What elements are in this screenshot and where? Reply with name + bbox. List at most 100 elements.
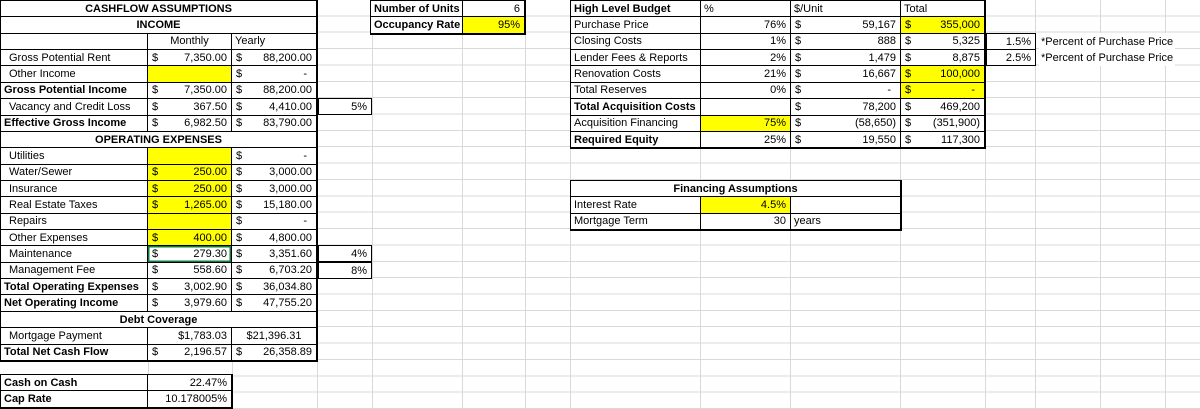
number-of-units-input-cell[interactable]: 6 (463, 1, 525, 18)
amount: 88,200.00 (263, 51, 312, 64)
renovation-costs-label: Renovation Costs (571, 66, 701, 83)
closing-costs-label: Closing Costs (571, 33, 701, 51)
net-operating-income-label: Net Operating Income (1, 295, 148, 312)
lender-fees-rate-input-cell[interactable]: 2.5% (986, 49, 1036, 66)
repairs-monthly-input-cell[interactable] (148, 213, 232, 231)
high-level-budget-table: High Level Budget % $/Unit Total Purchas… (570, 0, 986, 150)
occupancy-rate-input-cell[interactable]: 95% (463, 17, 525, 34)
amount: 558.60 (193, 264, 227, 277)
amount: 3,979.60 (184, 297, 227, 310)
lender-fees-pct-cell: 2% (701, 50, 791, 67)
currency-symbol: $ (236, 280, 243, 293)
required-equity-per-unit-cell: $19,550 (791, 131, 901, 149)
amount: - (303, 215, 307, 228)
amount: 6,703.20 (269, 264, 312, 277)
other-expenses-monthly-input-cell[interactable]: $400.00 (148, 230, 232, 247)
currency-symbol: $ (152, 84, 159, 97)
amount: 78,200 (862, 100, 896, 113)
mortgage-payment-yearly-cell: $21,396.31 (232, 328, 317, 345)
currency-symbol: $ (236, 166, 243, 179)
mortgage-term-input-cell[interactable]: 30 (701, 213, 791, 231)
gridline-vertical (462, 0, 463, 409)
cashflow-assumptions-table: CASHFLOW ASSUMPTIONS INCOME Monthly Year… (0, 0, 318, 362)
currency-symbol: $ (795, 51, 802, 64)
total-acquisition-costs-pct-cell (701, 99, 791, 116)
management-fee-rate-input-cell[interactable]: 8% (318, 262, 372, 279)
currency-symbol: $ (152, 346, 159, 359)
management-fee-monthly-cell: $558.60 (148, 262, 232, 280)
closing-costs-pct-cell: 1% (701, 33, 791, 51)
net-operating-income-yearly-cell: $47,755.20 (232, 295, 317, 312)
vacancy-yearly-cell: $4,410.00 (232, 99, 317, 116)
gridline-vertical (985, 0, 986, 409)
currency-symbol: $ (905, 100, 912, 113)
gross-potential-rent-label: Gross Potential Rent (1, 50, 148, 67)
acquisition-financing-pct-input-cell[interactable]: 75% (701, 115, 791, 132)
real-estate-taxes-label: Real Estate Taxes (1, 197, 148, 214)
financing-assumptions-title: Financing Assumptions (571, 181, 901, 198)
other-income-monthly-input-cell[interactable] (148, 66, 232, 83)
purchase-price-label: Purchase Price (571, 17, 701, 34)
other-income-yearly-cell: $ - (232, 66, 317, 83)
currency-symbol: $ (795, 35, 802, 48)
purchase-price-pct-cell: 76% (701, 17, 791, 34)
total-operating-expenses-label: Total Operating Expenses (1, 279, 148, 296)
currency-symbol: $ (152, 51, 159, 64)
amount: - (887, 84, 891, 97)
currency-symbol: $ (236, 215, 243, 228)
maintenance-monthly-cell-selected[interactable]: $279.30 (148, 246, 232, 263)
maintenance-rate-input-cell[interactable]: 4% (318, 245, 372, 262)
financing-assumptions-table: Financing Assumptions Interest Rate 4.5%… (570, 180, 902, 232)
required-equity-pct-cell: 25% (701, 131, 791, 149)
renovation-costs-total-input-cell[interactable]: $100,000 (901, 66, 985, 83)
utilities-yearly-cell: $ - (232, 148, 317, 165)
other-income-label: Other Income (1, 66, 148, 83)
amount: 8,875 (952, 51, 980, 64)
insurance-yearly-cell: $3,000.00 (232, 180, 317, 198)
repairs-label: Repairs (1, 213, 148, 231)
currency-symbol: $ (905, 133, 912, 146)
management-fee-yearly-cell: $6,703.20 (232, 262, 317, 280)
total-reserves-total-input-cell[interactable]: $ - (901, 82, 985, 100)
closing-costs-rate-input-cell[interactable]: 1.5% (986, 33, 1036, 50)
amount: 1,479 (868, 51, 896, 64)
amount: 3,000.00 (269, 166, 312, 179)
currency-symbol: $ (236, 264, 243, 277)
gross-potential-rent-yearly-cell: $88,200.00 (232, 50, 317, 67)
currency-symbol: $ (795, 19, 802, 32)
amount: 4,410.00 (269, 100, 312, 113)
water-sewer-monthly-input-cell[interactable]: $250.00 (148, 164, 232, 181)
net-operating-income-monthly-cell: $3,979.60 (148, 295, 232, 312)
income-section-header: INCOME (1, 17, 317, 34)
utilities-monthly-input-cell[interactable] (148, 148, 232, 165)
amount: 3,000.00 (269, 182, 312, 195)
amount: 6,982.50 (184, 117, 227, 130)
real-estate-taxes-monthly-input-cell[interactable]: $1,265.00 (148, 197, 232, 214)
interest-rate-input-cell[interactable]: 4.5% (701, 197, 791, 214)
vacancy-rate-input-cell[interactable]: 5% (318, 98, 372, 115)
amount: - (971, 84, 975, 97)
amount: 88,200.00 (263, 84, 312, 97)
amount: 250.00 (193, 166, 227, 179)
currency-symbol: $ (152, 198, 159, 211)
acquisition-financing-total-cell: $ (351,900) (901, 115, 985, 132)
corner-blank-cell (1, 33, 148, 51)
amount: 250.00 (193, 182, 227, 195)
amount: (351,900) (932, 117, 980, 130)
currency-symbol: $ (236, 231, 243, 244)
total-reserves-label: Total Reserves (571, 82, 701, 100)
lender-fees-note: *Percent of Purchase Price (1039, 49, 1176, 66)
lender-fees-per-unit-cell: $1,479 (791, 50, 901, 67)
units-table: Number of Units 6 Occupancy Rate 95% (370, 0, 526, 35)
insurance-monthly-input-cell[interactable]: $250.00 (148, 180, 232, 198)
gridline-vertical (525, 0, 526, 409)
currency-symbol: $ (905, 35, 912, 48)
currency-symbol: $ (152, 264, 159, 277)
operating-expenses-section-header: OPERATING EXPENSES (1, 131, 317, 149)
other-expenses-yearly-cell: $4,800.00 (232, 230, 317, 247)
total-operating-expenses-yearly-cell: $36,034.80 (232, 279, 317, 296)
amount: 279.30 (193, 248, 227, 261)
mortgage-payment-monthly-cell: $1,783.03 (148, 328, 232, 345)
purchase-price-total-input-cell[interactable]: $355,000 (901, 17, 985, 34)
currency-symbol: $ (152, 117, 159, 130)
